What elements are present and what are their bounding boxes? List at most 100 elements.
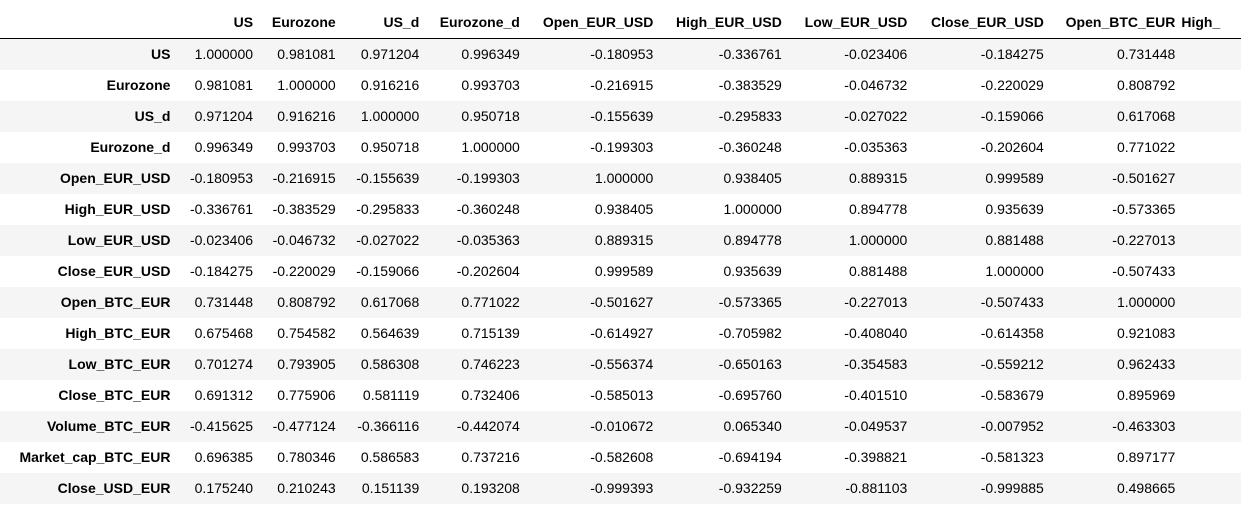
table-cell: 1.000000 — [1116, 294, 1176, 310]
table-cell: -0.184275 — [980, 46, 1044, 62]
table-cell-truncated — [1181, 70, 1241, 101]
table-cell: 0.731448 — [194, 294, 254, 310]
table-cell: 0.775906 — [277, 387, 336, 403]
table-cell: -0.932259 — [718, 480, 782, 496]
table-cell: 0.581119 — [362, 387, 420, 403]
table-cell: -0.336761 — [718, 46, 782, 62]
table-cell: 0.675468 — [194, 325, 254, 341]
table-cell: -0.507433 — [980, 294, 1044, 310]
table-row: US_d 0.971204 0.916216 1.000000 0.950718 -0.1… — [0, 101, 1241, 132]
table-cell: -0.046732 — [272, 232, 336, 248]
table-cell: 0.586308 — [360, 356, 420, 372]
table-cell: -0.199303 — [456, 170, 520, 186]
table-row: Open_EUR_USD -0.180953 -0.216915 -0.155639 -… — [0, 163, 1241, 194]
row-index-label: Open_EUR_USD — [59, 170, 171, 186]
table-cell: -0.159066 — [356, 263, 420, 279]
table-cell: -0.027022 — [844, 108, 908, 124]
table-cell: -0.199303 — [590, 139, 654, 155]
table-cell: 0.897177 — [1116, 449, 1176, 465]
table-cell: -0.614927 — [590, 325, 654, 341]
table-cell: 0.999589 — [985, 170, 1044, 186]
table-row: Low_BTC_EUR 0.701274 0.793905 0.586308 0.746… — [0, 349, 1241, 380]
table-cell: -0.398821 — [844, 449, 908, 465]
table-cell-truncated — [1181, 163, 1241, 194]
table-cell: 0.193208 — [461, 480, 520, 496]
table-row: Close_BTC_EUR 0.691312 0.775906 0.581119 0.7… — [0, 380, 1241, 411]
column-header: Low_EUR_USD — [787, 7, 914, 39]
table-cell: 0.691312 — [194, 387, 254, 403]
table-cell: 1.000000 — [194, 46, 254, 62]
table-cell-truncated — [1181, 194, 1241, 225]
column-header: Open_BTC_EUR — [1049, 7, 1182, 39]
index-header-corner — [0, 7, 177, 39]
table-cell: -0.049537 — [844, 418, 908, 434]
table-cell-truncated — [1181, 380, 1241, 411]
table-cell: 0.935639 — [985, 201, 1044, 217]
table-cell: -0.583679 — [980, 387, 1044, 403]
column-header: High_EUR_USD — [659, 7, 788, 39]
table-cell: 0.586583 — [360, 449, 420, 465]
table-cell: 0.938405 — [594, 201, 654, 217]
table-row: Eurozone 0.981081 1.000000 0.916216 0.993703… — [0, 70, 1241, 101]
table-cell: -0.463303 — [1112, 418, 1176, 434]
table-cell: 0.916216 — [277, 108, 336, 124]
table-cell: 0.971204 — [360, 46, 420, 62]
table-cell: -0.585013 — [590, 387, 654, 403]
row-index-label: Close_EUR_USD — [57, 263, 171, 279]
table-cell-truncated — [1181, 349, 1241, 380]
table-cell: 0.889315 — [848, 170, 908, 186]
table-cell: 0.771022 — [1116, 139, 1176, 155]
table-cell: 0.564639 — [360, 325, 420, 341]
table-cell: 0.950718 — [360, 139, 420, 155]
table-cell: -0.614358 — [980, 325, 1044, 341]
table-cell-truncated — [1181, 132, 1241, 163]
table-cell: 1.000000 — [277, 77, 336, 93]
table-cell: 0.895969 — [1116, 387, 1176, 403]
column-header: High_ — [1181, 7, 1241, 39]
table-cell: 0.938405 — [723, 170, 782, 186]
table-cell: -0.220029 — [980, 77, 1044, 93]
table-cell: -0.556374 — [590, 356, 654, 372]
table-cell: -0.408040 — [844, 325, 908, 341]
row-index-label: Close_USD_EUR — [57, 480, 171, 496]
table-cell: 0.065340 — [723, 418, 782, 434]
table-cell: -0.354583 — [844, 356, 908, 372]
table-cell: -0.999885 — [980, 480, 1044, 496]
table-cell: -0.227013 — [1112, 232, 1176, 248]
table-cell: -0.501627 — [1112, 170, 1176, 186]
column-header: Open_EUR_USD — [525, 7, 660, 39]
row-index-label: Eurozone_d — [90, 139, 171, 155]
table-cell: 0.808792 — [277, 294, 336, 310]
row-index-label: US_d — [134, 108, 171, 124]
table-cell: -0.581323 — [980, 449, 1044, 465]
table-cell: -0.559212 — [980, 356, 1044, 372]
column-header: Eurozone — [259, 7, 342, 39]
table-cell-truncated — [1181, 411, 1241, 442]
table-cell: 0.210243 — [277, 480, 336, 496]
row-index-label: Volume_BTC_EUR — [47, 418, 171, 434]
table-body: US 1.000000 0.981081 0.971204 0.996349 -0.180… — [0, 38, 1241, 504]
table-cell: -0.184275 — [189, 263, 254, 279]
table-cell: -0.216915 — [590, 77, 654, 93]
table-cell: -0.573365 — [1112, 201, 1176, 217]
table-cell: -0.477124 — [272, 418, 336, 434]
table-cell: 0.935639 — [723, 263, 782, 279]
table-cell: -0.023406 — [844, 46, 908, 62]
table-cell: -0.295833 — [356, 201, 420, 217]
table-cell: -0.202604 — [456, 263, 520, 279]
table-cell: -0.046732 — [844, 77, 908, 93]
table-cell: -0.999393 — [590, 480, 654, 496]
table-cell: 0.780346 — [277, 449, 336, 465]
table-header-row: US Eurozone US_d Eurozone_d Open_EUR_USD High… — [0, 7, 1241, 39]
table-row: Close_EUR_USD -0.184275 -0.220029 -0.159066… — [0, 256, 1241, 287]
table-cell: -0.360248 — [718, 139, 782, 155]
table-cell-truncated — [1181, 473, 1241, 504]
row-index-label: Low_EUR_USD — [67, 232, 171, 248]
table-cell: -0.360248 — [456, 201, 520, 217]
table-cell: 0.999589 — [594, 263, 654, 279]
table-cell: -0.366116 — [357, 418, 420, 434]
table-cell: 1.000000 — [360, 108, 420, 124]
table-cell: -0.442074 — [456, 418, 520, 434]
column-header: Eurozone_d — [425, 7, 526, 39]
